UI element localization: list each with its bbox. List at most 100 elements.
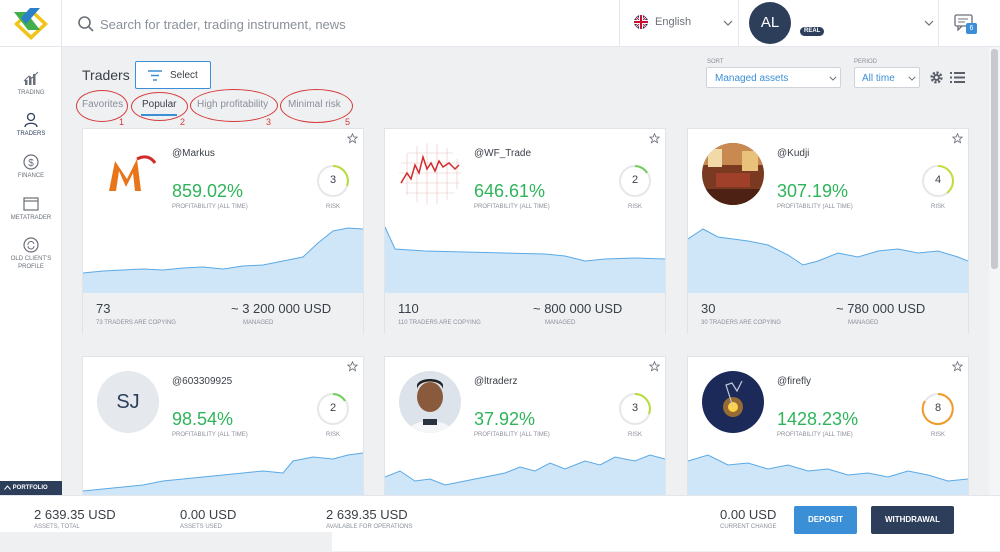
managed-label: MANAGED — [243, 320, 274, 326]
managed-amount: ~ 3 200 000 USD — [231, 301, 332, 316]
profitability-label: PROFITABILITY (ALL TIME) — [172, 432, 248, 438]
sidebar-item-label: TRADERS — [16, 131, 46, 137]
select-button-label: Select — [170, 70, 198, 81]
assets-used-label: ASSETS USED — [180, 524, 223, 530]
annotation-number: 3 — [266, 117, 272, 127]
performance-chart — [83, 227, 363, 293]
trader-name[interactable]: @603309925 — [172, 376, 233, 387]
star-icon[interactable] — [649, 133, 660, 144]
sort-dropdown[interactable]: Managed assets — [706, 67, 841, 88]
star-icon[interactable] — [347, 133, 358, 144]
sidebar-item-traders[interactable]: TRADERS — [0, 112, 62, 138]
messages-button[interactable] — [939, 0, 989, 47]
trader-name[interactable]: @firefly — [777, 376, 812, 387]
language-label: English — [655, 16, 692, 28]
profitability-label: PROFITABILITY (ALL TIME) — [777, 204, 853, 210]
trader-avatar[interactable] — [399, 143, 461, 205]
period-label: PERIOD — [854, 59, 878, 65]
sidebar-item-label: METATRADER — [10, 215, 52, 221]
search-input[interactable] — [100, 13, 600, 35]
assets-total-value: 2 639.35 USD — [34, 507, 116, 522]
copiers-count: 30 — [701, 301, 716, 316]
trader-icon — [24, 112, 38, 128]
list-view-icon[interactable] — [950, 71, 965, 84]
trader-card[interactable]: @ltraderz 37.92% PROFITABILITY (ALL TIME… — [384, 356, 666, 495]
sidebar-item-label: OLD CLIENT'S — [10, 256, 52, 262]
avatar[interactable]: AL — [749, 2, 791, 44]
trader-name[interactable]: @Markus — [172, 148, 215, 159]
star-icon[interactable] — [347, 361, 358, 372]
copiers-count: 110 — [398, 301, 419, 316]
search-icon — [78, 16, 94, 32]
annotation-number: 1 — [119, 117, 125, 127]
gear-icon[interactable] — [929, 70, 944, 85]
withdrawal-button[interactable]: WITHDRAWAL — [871, 506, 954, 534]
select-button[interactable]: Select — [135, 61, 211, 89]
scrollbar[interactable] — [989, 47, 1000, 495]
deposit-button[interactable]: DEPOSIT — [794, 506, 857, 534]
copiers-label: 110 TRADERS ARE COPYING — [398, 320, 481, 326]
annotation-oval — [131, 92, 188, 121]
trader-card[interactable]: @WF_Trade 646.61% PROFITABILITY (ALL TIM… — [384, 128, 666, 334]
trader-name[interactable]: @WF_Trade — [474, 148, 532, 159]
performance-chart — [385, 226, 665, 293]
sidebar-item-trading[interactable]: TRADING — [0, 71, 62, 97]
trader-avatar[interactable] — [702, 371, 764, 433]
profitability-label: PROFITABILITY (ALL TIME) — [474, 432, 550, 438]
trader-name[interactable]: @ltraderz — [474, 376, 518, 387]
card-footer: 110 110 TRADERS ARE COPYING ~ 800 000 US… — [385, 293, 665, 334]
sidebar: TRADING TRADERS $ FINANCE METATRADER OLD… — [0, 47, 62, 495]
horizontal-scrollbar[interactable] — [0, 532, 332, 552]
sort-label: SORT — [707, 59, 724, 65]
profitability-value: 37.92% — [474, 409, 536, 429]
messages-count-badge: 6 — [966, 23, 977, 34]
profitability-value: 646.61% — [474, 181, 546, 201]
risk-gauge — [317, 165, 349, 197]
annotation-oval — [190, 89, 278, 122]
period-dropdown[interactable]: All time — [854, 67, 920, 88]
star-icon[interactable] — [952, 133, 963, 144]
star-icon[interactable] — [649, 361, 660, 372]
refresh-icon — [23, 237, 39, 253]
assets-used-value: 0.00 USD — [180, 507, 237, 522]
sidebar-item-label: FINANCE — [17, 173, 45, 179]
managed-label: MANAGED — [545, 320, 576, 326]
svg-text:$: $ — [28, 158, 34, 169]
trader-avatar[interactable] — [97, 143, 159, 205]
star-icon[interactable] — [952, 361, 963, 372]
managed-amount: ~ 800 000 USD — [533, 301, 623, 316]
trader-card[interactable]: SJ @603309925 98.54% PROFITABILITY (ALL … — [82, 356, 364, 495]
risk-value: 4 — [934, 174, 942, 186]
sidebar-item-label: TRADING — [17, 90, 45, 96]
trader-card[interactable]: @Markus 859.02% PROFITABILITY (ALL TIME)… — [82, 128, 364, 334]
logo[interactable] — [0, 0, 62, 47]
filter-icon — [148, 70, 162, 81]
copiers-label: 30 TRADERS ARE COPYING — [701, 320, 781, 326]
logo-icon — [14, 8, 48, 40]
sidebar-item-metatrader[interactable]: METATRADER — [0, 196, 62, 222]
performance-chart — [688, 454, 968, 495]
account-summary-bar: 2 639.35 USD ASSETS, TOTAL 0.00 USD ASSE… — [0, 495, 1000, 552]
risk-gauge — [619, 393, 651, 425]
portfolio-toggle[interactable]: PORTFOLIO — [0, 481, 62, 495]
trader-card[interactable]: @firefly 1428.23% PROFITABILITY (ALL TIM… — [687, 356, 969, 495]
profitability-value: 98.54% — [172, 409, 234, 429]
risk-value: 8 — [934, 402, 942, 414]
trader-avatar[interactable]: SJ — [97, 371, 159, 433]
scrollbar-thumb[interactable] — [991, 49, 998, 269]
performance-chart — [83, 452, 363, 495]
account-menu[interactable]: AL REAL — [739, 0, 939, 47]
sidebar-item-old-profile[interactable]: OLD CLIENT'S PROFILE — [0, 237, 62, 271]
chevron-down-icon — [723, 20, 733, 26]
chevron-down-icon — [924, 20, 934, 26]
trader-card[interactable]: @Kudji 307.19% PROFITABILITY (ALL TIME) … — [687, 128, 969, 334]
trader-avatar[interactable] — [399, 371, 461, 433]
trader-name[interactable]: @Kudji — [777, 148, 810, 159]
profitability-label: PROFITABILITY (ALL TIME) — [172, 204, 248, 210]
uk-flag-icon — [634, 15, 648, 29]
trader-avatar[interactable] — [702, 143, 764, 205]
language-selector[interactable]: English — [620, 0, 739, 47]
sidebar-item-finance[interactable]: $ FINANCE — [0, 154, 62, 180]
period-value: All time — [862, 73, 895, 84]
search-bar — [62, 0, 620, 47]
